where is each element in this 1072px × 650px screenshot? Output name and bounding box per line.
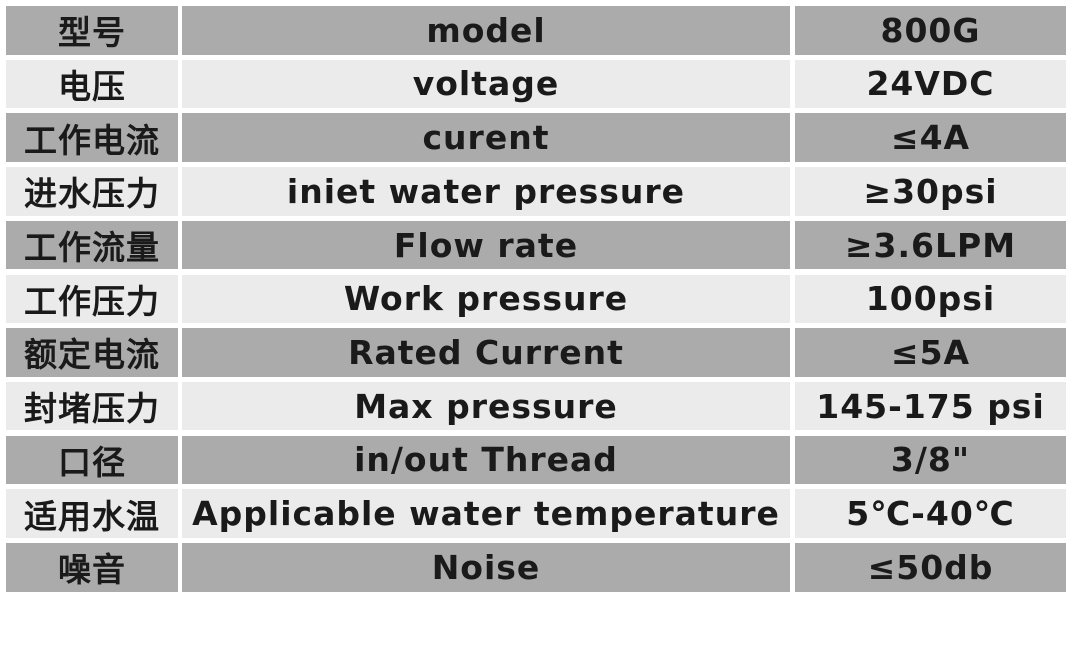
label-en: iniet water pressure xyxy=(182,167,790,216)
label-cn: 型号 xyxy=(6,6,178,55)
label-cn: 额定电流 xyxy=(6,328,178,377)
label-cn: 噪音 xyxy=(6,543,178,592)
label-cn: 封堵压力 xyxy=(6,381,178,431)
label-en: Noise xyxy=(182,543,790,592)
value: 145-175 psi xyxy=(795,381,1066,431)
value: 3/8" xyxy=(795,435,1066,485)
label-cn: 进水压力 xyxy=(6,167,178,216)
label-cn: 工作流量 xyxy=(6,220,178,270)
label-en: Flow rate xyxy=(182,220,790,270)
label-cn: 口径 xyxy=(6,435,178,485)
value: ≥30psi xyxy=(795,167,1066,216)
value: 24VDC xyxy=(795,59,1066,109)
label-en: curent xyxy=(182,113,790,162)
value: ≤50db xyxy=(795,543,1066,592)
label-en: Work pressure xyxy=(182,274,790,323)
label-en: Max pressure xyxy=(182,381,790,431)
label-en: in/out Thread xyxy=(182,435,790,485)
label-en: Applicable water temperature xyxy=(182,489,790,538)
label-en: Rated Current xyxy=(182,328,790,377)
label-cn: 电压 xyxy=(6,59,178,109)
value: ≥3.6LPM xyxy=(795,220,1066,270)
value: 5℃-40℃ xyxy=(795,489,1066,538)
value: 100psi xyxy=(795,274,1066,323)
value: 800G xyxy=(795,6,1066,55)
label-en: voltage xyxy=(182,59,790,109)
value: ≤4A xyxy=(795,113,1066,162)
label-en: model xyxy=(182,6,790,55)
value: ≤5A xyxy=(795,328,1066,377)
label-cn: 工作压力 xyxy=(6,274,178,323)
label-cn: 工作电流 xyxy=(6,113,178,162)
label-cn: 适用水温 xyxy=(6,489,178,538)
